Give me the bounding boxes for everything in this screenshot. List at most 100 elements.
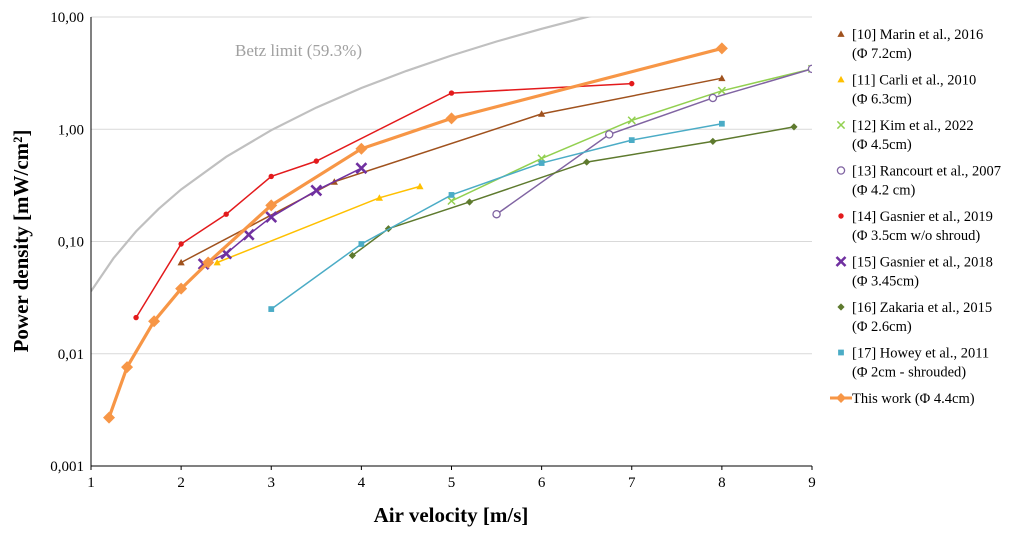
legend-item: [12] Kim et al., 2022 (Φ 4.5cm) [836, 118, 974, 153]
y-tick-label: 1,00 [58, 122, 84, 138]
legend-marker [837, 303, 845, 311]
legend-marker [837, 30, 845, 37]
series-line [180, 77, 723, 264]
legend-marker [835, 256, 847, 267]
data-point [718, 120, 725, 127]
legend-marker [836, 393, 846, 403]
legend-marker [836, 120, 846, 130]
data-point [265, 199, 278, 212]
legend-label: [15] Gasnier et al., 2018 [852, 255, 993, 271]
x-tick-label: 2 [177, 475, 185, 491]
data-point [448, 90, 455, 96]
legend-marker-stroke [836, 120, 846, 130]
data-point [465, 198, 474, 206]
legend-item: [11] Carli et al., 2010 (Φ 6.3cm) [837, 73, 976, 108]
data-point [177, 258, 185, 266]
data-point-stroke [220, 247, 233, 260]
series-0 [177, 74, 726, 266]
data-point-stroke [265, 211, 278, 224]
legend-label: [13] Rancourt et al., 2007 [852, 164, 1001, 180]
series-6 [348, 123, 798, 260]
legend-sublabel: (Φ 3.45cm) [852, 274, 919, 290]
legend-sublabel: (Φ 4.5cm) [852, 137, 912, 153]
series-line [351, 126, 795, 257]
data-point [708, 93, 718, 103]
data-point [709, 137, 717, 145]
series-line [216, 185, 421, 264]
data-point [715, 42, 728, 55]
data-point-stroke [717, 86, 727, 95]
legend-label: [14] Gasnier et al., 2019 [852, 209, 993, 225]
legend-marker [838, 349, 844, 356]
data-point [358, 241, 365, 247]
data-point [178, 241, 184, 247]
legend-marker [837, 75, 845, 83]
data-point [717, 86, 727, 95]
data-point [121, 361, 134, 374]
data-point [538, 110, 546, 117]
legend-marker [838, 213, 844, 219]
y-tick-label: 0,001 [50, 459, 84, 475]
grid-layer [91, 16, 812, 467]
series-line [270, 122, 723, 310]
series-1 [213, 182, 424, 266]
x-tick-label: 1 [87, 475, 95, 491]
x-tick-label: 6 [538, 475, 546, 491]
series-5 [197, 162, 368, 270]
y-axis-title: Power density [mW/cm²] [9, 130, 33, 353]
legend-label: [17] Howey et al., 2011 [852, 346, 989, 362]
x-tick-label: 3 [268, 475, 276, 491]
data-point [348, 251, 356, 260]
legend-label: [11] Carli et al., 2010 [852, 73, 976, 89]
data-point [627, 116, 636, 125]
data-point [629, 80, 635, 87]
betz-limit-curve [91, 17, 592, 292]
legend-sublabel: (Φ 3.5cm w/o shroud) [852, 228, 980, 244]
series-line [135, 82, 632, 318]
series-layer [103, 42, 812, 424]
y-tick-label: 0,01 [58, 347, 84, 363]
data-point [718, 74, 726, 82]
x-tick-label: 8 [718, 475, 726, 491]
series-line [496, 68, 812, 215]
legend-sublabel: (Φ 6.3cm) [852, 92, 912, 108]
data-point [492, 209, 501, 219]
x-tick-label: 5 [448, 475, 456, 491]
data-point [202, 256, 215, 269]
data-point [807, 64, 812, 74]
data-point-stroke [447, 196, 456, 206]
x-tick-label: 4 [358, 475, 366, 491]
legend-item: This work (Φ 4.4cm) [830, 391, 975, 407]
legend-sublabel: (Φ 2cm - shrouded) [852, 365, 966, 381]
x-axis-title: Air velocity [m/s] [374, 503, 529, 527]
legend-item: [17] Howey et al., 2011 (Φ 2cm - shrouded… [838, 346, 989, 381]
legend-item: [16] Zakaria et al., 2015 (Φ 2.6cm) [837, 300, 992, 335]
data-point [604, 130, 614, 139]
y-tick-label: 0,10 [58, 235, 84, 251]
series-8 [103, 42, 728, 424]
x-tick-label: 9 [808, 475, 816, 491]
data-point [265, 211, 278, 224]
series-line [451, 68, 812, 202]
legend-marker-stroke [835, 256, 847, 267]
legend-sublabel: (Φ 7.2cm) [852, 46, 912, 62]
data-point [223, 211, 229, 217]
betz-layer [91, 17, 592, 292]
data-point-stroke [242, 228, 255, 241]
legend-label: [12] Kim et al., 2022 [852, 118, 974, 134]
legend-item: [15] Gasnier et al., 2018 (Φ 3.45cm) [835, 255, 993, 290]
series-4 [133, 80, 635, 321]
legend-item: [10] Marin et al., 2016 (Φ 7.2cm) [837, 27, 983, 62]
data-point [133, 314, 139, 321]
data-point-stroke [355, 162, 368, 175]
data-point [448, 192, 455, 198]
data-point [445, 112, 458, 125]
y-tick-label: 10,00 [50, 10, 84, 26]
series-7 [268, 120, 725, 312]
data-point [416, 182, 424, 190]
data-point [310, 184, 323, 197]
data-point [583, 158, 591, 166]
data-point [213, 258, 221, 266]
data-point [538, 160, 545, 166]
